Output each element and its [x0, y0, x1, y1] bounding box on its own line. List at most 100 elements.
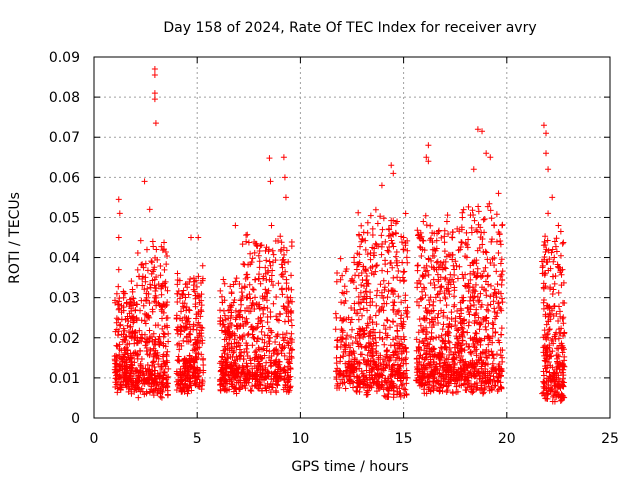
- data-point: [384, 247, 391, 254]
- data-point: [276, 310, 283, 317]
- data-point: [184, 318, 191, 325]
- data-point: [276, 341, 283, 348]
- y-tick-label: 0.02: [49, 331, 80, 347]
- data-point: [364, 219, 371, 226]
- data-point: [445, 338, 452, 345]
- data-point: [158, 291, 165, 298]
- data-point: [367, 250, 374, 257]
- data-point: [553, 394, 560, 401]
- data-point: [138, 297, 145, 304]
- data-point: [143, 246, 150, 253]
- data-point: [436, 349, 443, 356]
- data-point: [262, 286, 269, 293]
- data-point: [227, 320, 234, 327]
- data-point: [164, 299, 171, 306]
- data-point: [284, 303, 291, 310]
- data-point: [494, 281, 501, 288]
- data-point: [126, 340, 133, 347]
- data-point: [540, 122, 547, 129]
- data-point: [465, 280, 472, 287]
- data-point: [482, 315, 489, 322]
- data-point: [421, 373, 428, 380]
- data-point: [238, 301, 245, 308]
- data-point: [188, 234, 195, 241]
- data-point: [159, 325, 166, 332]
- data-point: [366, 376, 373, 383]
- data-point: [435, 320, 442, 327]
- data-point: [140, 368, 147, 375]
- data-point: [560, 382, 567, 389]
- data-point: [345, 314, 352, 321]
- data-point: [550, 258, 557, 265]
- data-point: [130, 319, 137, 326]
- data-point: [403, 354, 410, 361]
- data-point: [245, 330, 252, 337]
- data-point: [552, 273, 559, 280]
- data-point: [402, 292, 409, 299]
- data-point: [287, 383, 294, 390]
- data-point: [451, 362, 458, 369]
- data-point: [286, 356, 293, 363]
- data-point: [495, 300, 502, 307]
- data-point: [240, 321, 247, 328]
- data-point: [357, 306, 364, 313]
- data-point: [416, 368, 423, 375]
- data-point: [263, 257, 270, 264]
- data-point: [424, 375, 431, 382]
- data-point: [175, 376, 182, 383]
- data-point: [349, 340, 356, 347]
- data-point: [274, 382, 281, 389]
- data-point: [174, 270, 181, 277]
- data-point: [483, 326, 490, 333]
- data-point: [557, 313, 564, 320]
- data-point: [285, 318, 292, 325]
- data-point: [243, 345, 250, 352]
- data-point: [402, 386, 409, 393]
- data-point: [469, 289, 476, 296]
- data-point: [553, 310, 560, 317]
- data-point: [392, 357, 399, 364]
- data-point: [433, 377, 440, 384]
- data-point: [466, 297, 473, 304]
- data-point: [479, 236, 486, 243]
- data-point: [347, 319, 354, 326]
- data-point: [280, 303, 287, 310]
- data-point: [157, 262, 164, 269]
- data-point: [434, 258, 441, 265]
- x-tick-label: 10: [291, 431, 309, 447]
- data-point: [115, 266, 122, 273]
- data-point: [198, 351, 205, 358]
- data-point: [400, 246, 407, 253]
- data-point: [228, 380, 235, 387]
- data-point: [392, 220, 399, 227]
- data-point: [246, 281, 253, 288]
- data-point: [142, 320, 149, 327]
- data-point: [116, 372, 123, 379]
- data-point: [446, 291, 453, 298]
- y-tick-label: 0.01: [49, 371, 80, 387]
- data-point: [548, 249, 555, 256]
- data-point: [468, 229, 475, 236]
- data-point: [266, 276, 273, 283]
- data-point: [369, 225, 376, 232]
- data-point: [368, 372, 375, 379]
- data-point: [482, 365, 489, 372]
- data-point: [453, 333, 460, 340]
- data-point: [160, 342, 167, 349]
- data-point: [148, 258, 155, 265]
- data-point: [446, 344, 453, 351]
- data-point: [422, 335, 429, 342]
- data-point: [547, 284, 554, 291]
- data-point: [440, 321, 447, 328]
- data-point: [199, 378, 206, 385]
- data-point: [361, 357, 368, 364]
- data-point: [481, 286, 488, 293]
- data-point: [249, 255, 256, 262]
- y-tick-label: 0.04: [49, 251, 80, 267]
- data-point: [482, 264, 489, 271]
- data-point: [480, 359, 487, 366]
- data-point: [256, 264, 263, 271]
- data-point: [438, 284, 445, 291]
- data-point: [474, 228, 481, 235]
